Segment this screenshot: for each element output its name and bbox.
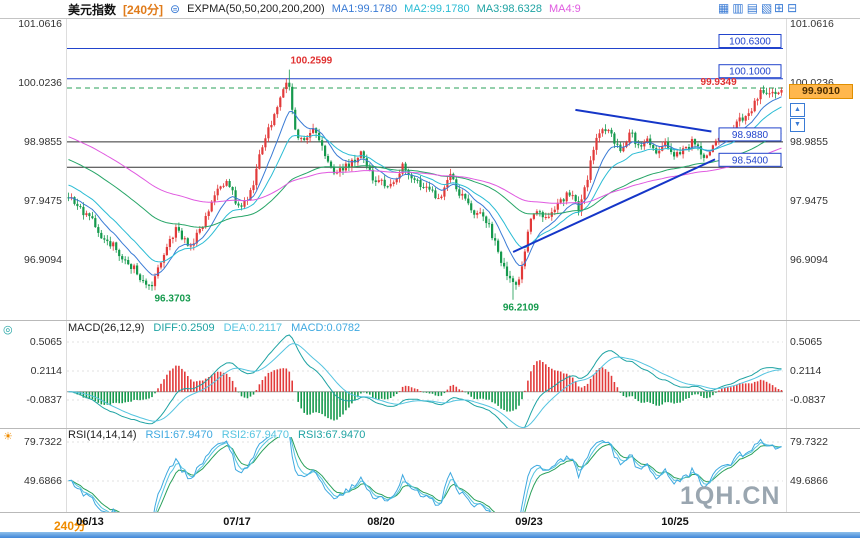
main-ytick-label: 101.0616 bbox=[790, 18, 834, 30]
ma2-value: MA2:99.1780 bbox=[404, 3, 470, 15]
axis-scroll-up-icon[interactable]: ▲ bbox=[790, 103, 805, 117]
panel-divider[interactable] bbox=[0, 428, 860, 429]
svg-text:100.2599: 100.2599 bbox=[291, 56, 333, 67]
rsi1-value: RSI1:67.9470 bbox=[145, 429, 213, 441]
candlestick-chart[interactable]: 100.6300 100.1000 98.9880 98.5400 99.9349 100… bbox=[67, 20, 783, 312]
symbol-name: 美元指数 bbox=[68, 2, 117, 17]
macd-dea-value: DEA:0.2117 bbox=[223, 322, 283, 334]
rsi-name: RSI(14,14,14) bbox=[68, 429, 137, 441]
remove-panel-icon[interactable]: ⊟ bbox=[787, 1, 798, 15]
date-tick-label: 08/20 bbox=[367, 516, 395, 528]
right-axis-border bbox=[786, 18, 787, 512]
left-axis-border bbox=[66, 18, 67, 512]
expma-label: EXPMA(50,50,200,200,200) bbox=[187, 3, 325, 15]
axis-scroll-down-icon[interactable]: ▼ bbox=[790, 118, 805, 132]
chart-header: 美元指数 [240分] ⊜ EXPMA(50,50,200,200,200) M… bbox=[0, 0, 860, 19]
svg-text:96.3703: 96.3703 bbox=[155, 294, 192, 305]
macd-chart[interactable] bbox=[67, 333, 783, 428]
time-axis-border bbox=[0, 512, 860, 513]
rsi-panel-icon[interactable]: ☀ bbox=[3, 431, 13, 443]
rsi-ytick-label: 79.7322 bbox=[790, 436, 828, 448]
macd-panel-icon[interactable]: ◎ bbox=[3, 324, 13, 336]
rsi2-value: RSI2:67.9470 bbox=[221, 429, 290, 441]
main-ytick-label: 96.9094 bbox=[24, 254, 62, 266]
main-ytick-label: 100.0236 bbox=[18, 77, 62, 89]
macd-ytick-label: 0.5065 bbox=[29, 336, 62, 348]
macd-name: MACD(26,12,9) bbox=[68, 322, 145, 334]
indicator-header: 美元指数 [240分] ⊜ EXPMA(50,50,200,200,200) M… bbox=[68, 0, 581, 18]
svg-text:99.9349: 99.9349 bbox=[701, 77, 738, 88]
svg-text:96.2109: 96.2109 bbox=[503, 303, 540, 312]
window-toolbar: ⊞ ⊟ bbox=[774, 1, 797, 16]
ma1-value: MA1:99.1780 bbox=[331, 3, 398, 15]
macd-diff-value: DIFF:0.2509 bbox=[153, 322, 215, 334]
panel-divider[interactable] bbox=[0, 320, 860, 321]
site-watermark: 1QH.CN bbox=[680, 482, 781, 510]
macd-ytick-label: 0.2114 bbox=[30, 365, 62, 377]
main-ytick-label: 96.9094 bbox=[790, 254, 828, 266]
rsi-header: RSI(14,14,14) RSI1:67.9470 RSI2:67.9470 … bbox=[68, 429, 365, 441]
rsi-ytick-label: 79.7322 bbox=[24, 436, 62, 448]
svg-text:100.6300: 100.6300 bbox=[729, 37, 771, 48]
last-price-badge: 99.9010 bbox=[789, 84, 853, 99]
ma4-value: MA4:9 bbox=[549, 3, 581, 15]
main-ytick-label: 97.9475 bbox=[24, 195, 62, 207]
layout-rows-icon[interactable]: ▥ bbox=[732, 1, 744, 15]
svg-text:98.5400: 98.5400 bbox=[732, 155, 769, 166]
macd-ytick-label: 0.2114 bbox=[790, 365, 822, 377]
main-ytick-label: 98.9855 bbox=[790, 136, 828, 148]
macd-ytick-label: -0.0837 bbox=[26, 394, 62, 406]
date-tick-label: 10/25 bbox=[661, 516, 689, 528]
date-tick-label: 07/17 bbox=[223, 516, 251, 528]
main-ytick-label: 98.9855 bbox=[24, 136, 62, 148]
rsi-chart[interactable] bbox=[67, 437, 783, 512]
rsi-ytick-label: 49.6866 bbox=[790, 475, 828, 487]
macd-ytick-label: -0.0837 bbox=[790, 394, 826, 406]
ma3-value: MA3:98.6328 bbox=[476, 3, 542, 15]
rsi-ytick-label: 49.6866 bbox=[24, 475, 62, 487]
layout-mixed-icon[interactable]: ▧ bbox=[761, 1, 773, 15]
layout-cols-icon[interactable]: ▤ bbox=[746, 1, 759, 15]
svg-text:100.1000: 100.1000 bbox=[729, 67, 771, 78]
date-tick-label: 06/13 bbox=[76, 516, 104, 528]
timeframe-badge[interactable]: [240分] bbox=[123, 2, 164, 17]
bottom-scrollbar[interactable] bbox=[0, 532, 860, 538]
layout-grid-icon[interactable]: ▦ bbox=[718, 1, 730, 15]
macd-header: MACD(26,12,9) DIFF:0.2509 DEA:0.2117 MAC… bbox=[68, 322, 360, 334]
svg-text:98.9880: 98.9880 bbox=[732, 130, 769, 141]
macd-hist-value: MACD:0.0782 bbox=[291, 322, 361, 334]
rsi3-value: RSI3:67.9470 bbox=[298, 429, 366, 441]
date-tick-label: 09/23 bbox=[515, 516, 543, 528]
add-panel-icon[interactable]: ⊞ bbox=[774, 1, 785, 15]
indicator-settings-icon[interactable]: ⊜ bbox=[170, 2, 181, 16]
layout-toolbar: ▦ ▥ ▤ ▧ bbox=[718, 1, 772, 16]
macd-ytick-label: 0.5065 bbox=[790, 336, 823, 348]
main-ytick-label: 101.0616 bbox=[18, 18, 62, 30]
timeframe-footer-label[interactable]: 240分 bbox=[54, 519, 87, 533]
main-ytick-label: 97.9475 bbox=[790, 195, 828, 207]
